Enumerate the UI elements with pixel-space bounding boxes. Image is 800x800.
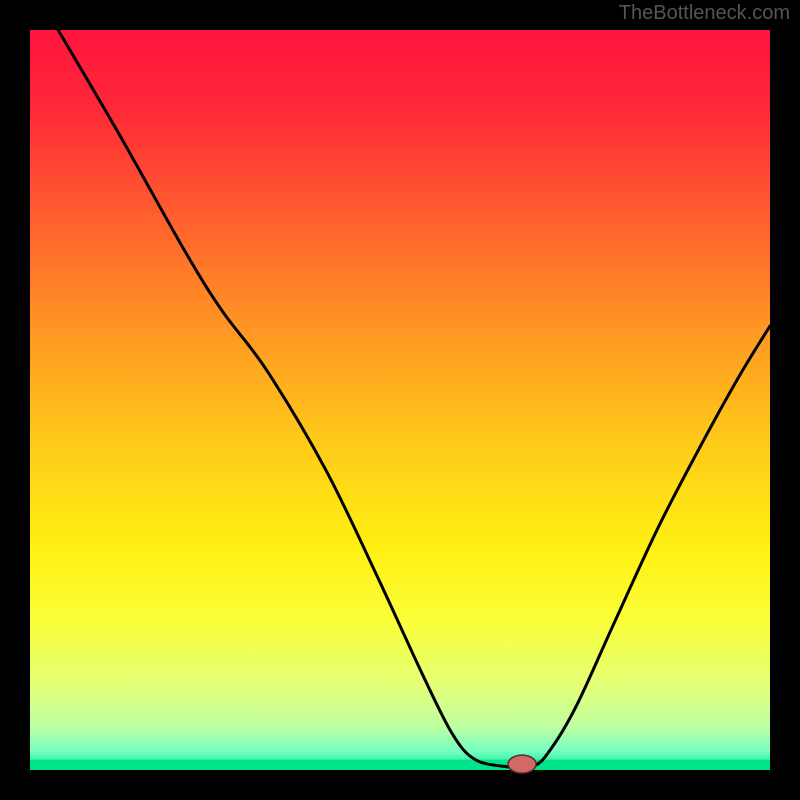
optimal-point-marker (508, 755, 536, 773)
chart-container: TheBottleneck.com (0, 0, 800, 800)
bottleneck-chart (0, 0, 800, 800)
bottom-green-band (30, 760, 770, 770)
gradient-background (30, 30, 770, 770)
attribution-label: TheBottleneck.com (619, 2, 790, 25)
